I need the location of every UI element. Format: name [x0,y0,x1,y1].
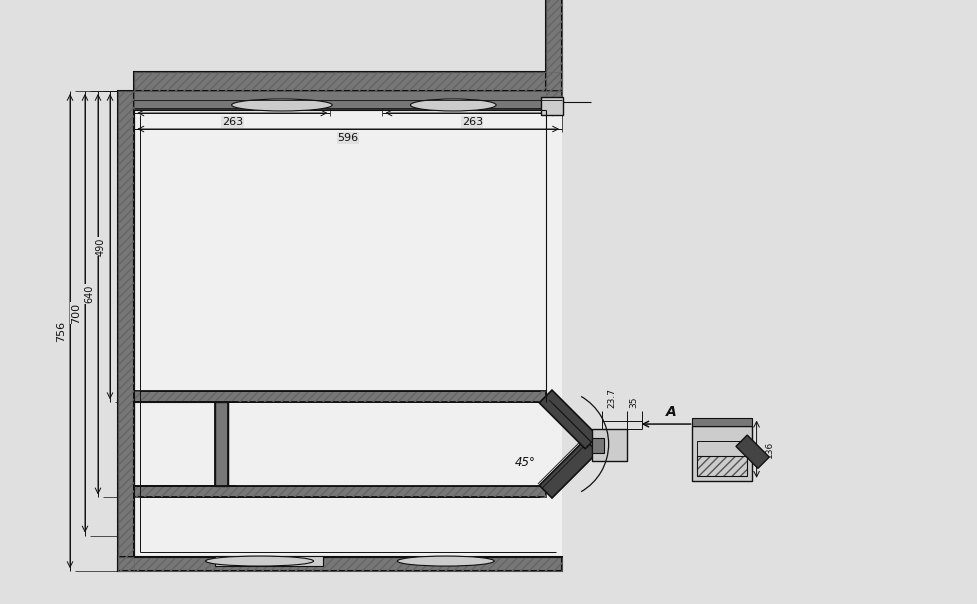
Bar [540,97,563,115]
Bar [135,72,562,91]
Text: 90°: 90° [598,448,619,461]
Bar [592,438,604,453]
Bar [697,456,746,476]
Text: 756: 756 [56,321,66,342]
Bar [135,486,545,498]
Bar [135,402,229,486]
Text: 263: 263 [222,117,243,127]
Text: 23.7: 23.7 [607,388,616,408]
Bar [545,0,562,110]
Polygon shape [539,390,598,449]
Ellipse shape [410,99,496,111]
Bar [135,486,545,498]
Text: 596: 596 [338,133,359,143]
Bar [118,557,562,571]
Bar [215,402,229,486]
Bar [135,391,545,402]
Bar [135,391,545,402]
Text: 263: 263 [462,117,483,127]
Bar [215,556,322,566]
Bar [692,418,751,426]
Bar [592,429,626,461]
Bar [135,91,562,109]
Polygon shape [736,435,769,468]
Bar [692,426,751,481]
Bar [697,456,746,476]
Text: 136: 136 [765,440,774,458]
Ellipse shape [398,556,494,566]
Bar [135,72,562,91]
Ellipse shape [205,556,314,566]
Text: 640: 640 [84,285,94,303]
Ellipse shape [232,99,332,111]
Text: 490: 490 [96,237,106,255]
Text: 35: 35 [629,396,638,408]
Polygon shape [539,439,598,498]
Bar [118,91,135,571]
Bar [135,91,562,557]
Text: 45°: 45° [515,455,536,469]
Bar [697,441,746,456]
Bar [118,557,562,571]
Bar [118,91,135,571]
Bar [545,0,562,110]
Text: 700: 700 [71,303,81,324]
Text: A: A [666,405,677,419]
